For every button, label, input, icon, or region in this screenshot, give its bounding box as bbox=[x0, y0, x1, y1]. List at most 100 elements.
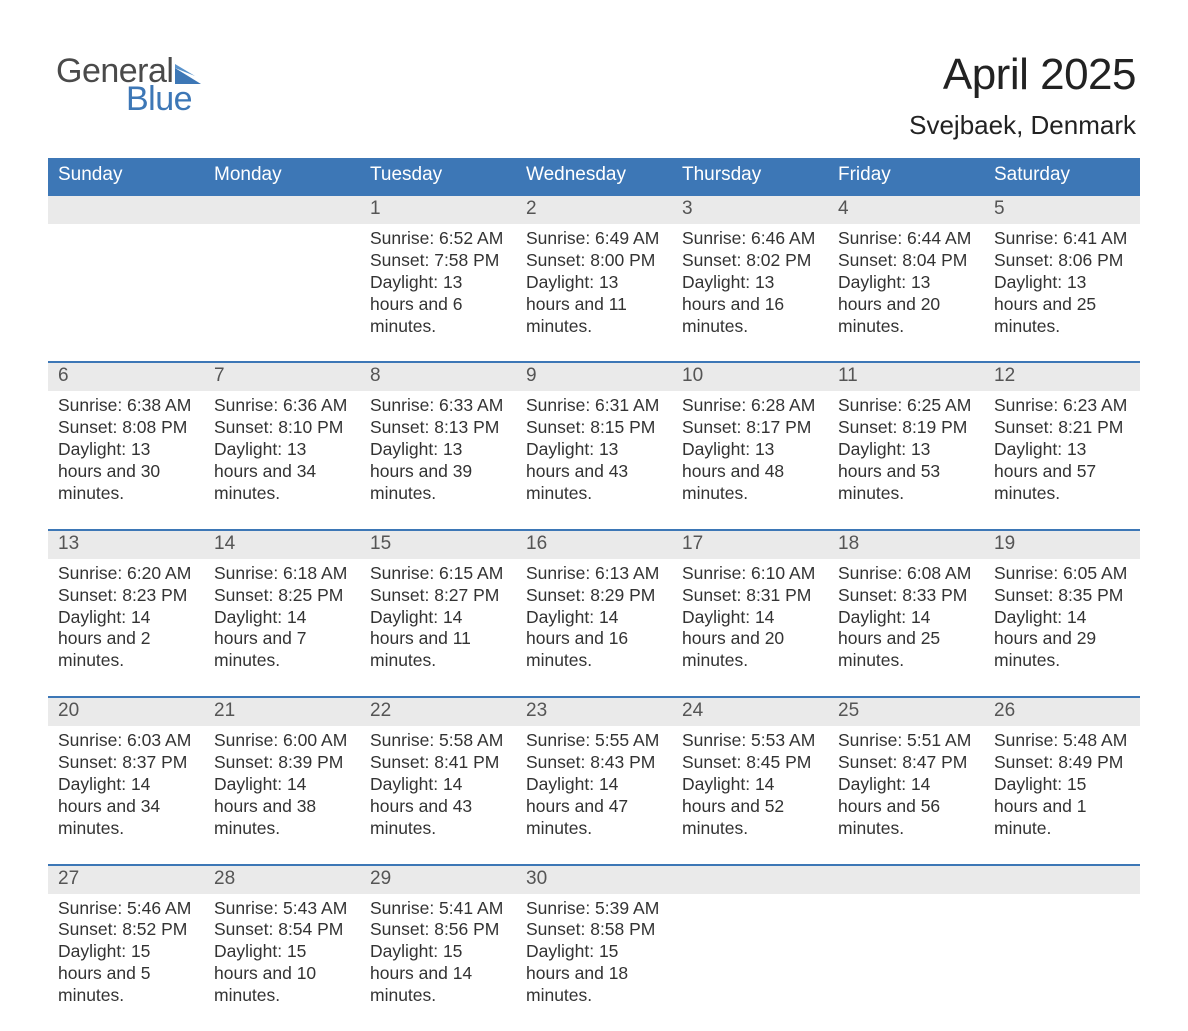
sunset-text: Sunset: 8:08 PM bbox=[58, 417, 194, 439]
day-number bbox=[204, 196, 360, 224]
weeks-container: 12345Sunrise: 6:52 AMSunset: 7:58 PMDayl… bbox=[48, 194, 1140, 1031]
day-number: 21 bbox=[204, 698, 360, 726]
day-content: Sunrise: 6:52 AMSunset: 7:58 PMDaylight:… bbox=[360, 224, 516, 361]
day-content: Sunrise: 5:51 AMSunset: 8:47 PMDaylight:… bbox=[828, 726, 984, 863]
daylight-text: Daylight: 14 hours and 29 minutes. bbox=[994, 607, 1130, 673]
sunset-text: Sunset: 8:04 PM bbox=[838, 250, 974, 272]
sunset-text: Sunset: 8:17 PM bbox=[682, 417, 818, 439]
sunset-text: Sunset: 8:37 PM bbox=[58, 752, 194, 774]
day-content: Sunrise: 5:43 AMSunset: 8:54 PMDaylight:… bbox=[204, 894, 360, 1031]
daylight-text: Daylight: 13 hours and 34 minutes. bbox=[214, 439, 350, 505]
sunset-text: Sunset: 8:00 PM bbox=[526, 250, 662, 272]
sunset-text: Sunset: 8:35 PM bbox=[994, 585, 1130, 607]
daylight-text: Daylight: 15 hours and 1 minute. bbox=[994, 774, 1130, 840]
daylight-text: Daylight: 14 hours and 7 minutes. bbox=[214, 607, 350, 673]
daylight-text: Daylight: 14 hours and 2 minutes. bbox=[58, 607, 194, 673]
daylight-text: Daylight: 14 hours and 47 minutes. bbox=[526, 774, 662, 840]
daycontent-row: Sunrise: 6:20 AMSunset: 8:23 PMDaylight:… bbox=[48, 559, 1140, 696]
day-number: 27 bbox=[48, 866, 204, 894]
daynum-row: 13141516171819 bbox=[48, 531, 1140, 559]
sunrise-text: Sunrise: 6:03 AM bbox=[58, 730, 194, 752]
daylight-text: Daylight: 14 hours and 38 minutes. bbox=[214, 774, 350, 840]
day-content: Sunrise: 6:05 AMSunset: 8:35 PMDaylight:… bbox=[984, 559, 1140, 696]
sunset-text: Sunset: 8:06 PM bbox=[994, 250, 1130, 272]
week-row: 6789101112Sunrise: 6:38 AMSunset: 8:08 P… bbox=[48, 361, 1140, 528]
sunset-text: Sunset: 8:23 PM bbox=[58, 585, 194, 607]
day-number: 13 bbox=[48, 531, 204, 559]
sunrise-text: Sunrise: 6:41 AM bbox=[994, 228, 1130, 250]
sunrise-text: Sunrise: 6:18 AM bbox=[214, 563, 350, 585]
daylight-text: Daylight: 14 hours and 20 minutes. bbox=[682, 607, 818, 673]
day-content: Sunrise: 6:23 AMSunset: 8:21 PMDaylight:… bbox=[984, 391, 1140, 528]
week-row: 13141516171819Sunrise: 6:20 AMSunset: 8:… bbox=[48, 529, 1140, 696]
daylight-text: Daylight: 14 hours and 52 minutes. bbox=[682, 774, 818, 840]
col-header-tuesday: Tuesday bbox=[360, 158, 516, 194]
daylight-text: Daylight: 15 hours and 5 minutes. bbox=[58, 941, 194, 1007]
day-content: Sunrise: 6:33 AMSunset: 8:13 PMDaylight:… bbox=[360, 391, 516, 528]
sunset-text: Sunset: 8:58 PM bbox=[526, 919, 662, 941]
sunrise-text: Sunrise: 6:05 AM bbox=[994, 563, 1130, 585]
sunrise-text: Sunrise: 6:36 AM bbox=[214, 395, 350, 417]
sunset-text: Sunset: 8:10 PM bbox=[214, 417, 350, 439]
day-content bbox=[672, 894, 828, 1031]
day-number: 17 bbox=[672, 531, 828, 559]
sunrise-text: Sunrise: 5:39 AM bbox=[526, 898, 662, 920]
day-content: Sunrise: 6:41 AMSunset: 8:06 PMDaylight:… bbox=[984, 224, 1140, 361]
sunrise-text: Sunrise: 6:28 AM bbox=[682, 395, 818, 417]
daylight-text: Daylight: 13 hours and 53 minutes. bbox=[838, 439, 974, 505]
sunrise-text: Sunrise: 5:41 AM bbox=[370, 898, 506, 920]
day-content: Sunrise: 6:10 AMSunset: 8:31 PMDaylight:… bbox=[672, 559, 828, 696]
sunset-text: Sunset: 7:58 PM bbox=[370, 250, 506, 272]
sunrise-text: Sunrise: 6:00 AM bbox=[214, 730, 350, 752]
day-number: 22 bbox=[360, 698, 516, 726]
sunrise-text: Sunrise: 6:13 AM bbox=[526, 563, 662, 585]
sunrise-text: Sunrise: 5:51 AM bbox=[838, 730, 974, 752]
sunset-text: Sunset: 8:49 PM bbox=[994, 752, 1130, 774]
week-row: 27282930Sunrise: 5:46 AMSunset: 8:52 PMD… bbox=[48, 864, 1140, 1031]
sunset-text: Sunset: 8:47 PM bbox=[838, 752, 974, 774]
day-content: Sunrise: 6:08 AMSunset: 8:33 PMDaylight:… bbox=[828, 559, 984, 696]
daylight-text: Daylight: 13 hours and 43 minutes. bbox=[526, 439, 662, 505]
day-content: Sunrise: 5:58 AMSunset: 8:41 PMDaylight:… bbox=[360, 726, 516, 863]
daylight-text: Daylight: 14 hours and 56 minutes. bbox=[838, 774, 974, 840]
sunset-text: Sunset: 8:33 PM bbox=[838, 585, 974, 607]
daylight-text: Daylight: 13 hours and 11 minutes. bbox=[526, 272, 662, 338]
sunrise-text: Sunrise: 5:55 AM bbox=[526, 730, 662, 752]
day-content: Sunrise: 6:46 AMSunset: 8:02 PMDaylight:… bbox=[672, 224, 828, 361]
day-content: Sunrise: 6:31 AMSunset: 8:15 PMDaylight:… bbox=[516, 391, 672, 528]
title-block: April 2025 Svejbaek, Denmark bbox=[909, 50, 1136, 141]
sunrise-text: Sunrise: 5:43 AM bbox=[214, 898, 350, 920]
day-content: Sunrise: 5:46 AMSunset: 8:52 PMDaylight:… bbox=[48, 894, 204, 1031]
sunrise-text: Sunrise: 6:10 AM bbox=[682, 563, 818, 585]
day-number: 28 bbox=[204, 866, 360, 894]
day-number: 4 bbox=[828, 196, 984, 224]
daylight-text: Daylight: 14 hours and 43 minutes. bbox=[370, 774, 506, 840]
day-number: 25 bbox=[828, 698, 984, 726]
sunset-text: Sunset: 8:13 PM bbox=[370, 417, 506, 439]
day-number: 26 bbox=[984, 698, 1140, 726]
sunrise-text: Sunrise: 6:20 AM bbox=[58, 563, 194, 585]
day-number: 12 bbox=[984, 363, 1140, 391]
day-number: 11 bbox=[828, 363, 984, 391]
day-number bbox=[48, 196, 204, 224]
day-content: Sunrise: 6:49 AMSunset: 8:00 PMDaylight:… bbox=[516, 224, 672, 361]
col-header-sunday: Sunday bbox=[48, 158, 204, 194]
day-content: Sunrise: 6:25 AMSunset: 8:19 PMDaylight:… bbox=[828, 391, 984, 528]
day-content: Sunrise: 6:28 AMSunset: 8:17 PMDaylight:… bbox=[672, 391, 828, 528]
col-header-wednesday: Wednesday bbox=[516, 158, 672, 194]
day-content: Sunrise: 5:39 AMSunset: 8:58 PMDaylight:… bbox=[516, 894, 672, 1031]
daylight-text: Daylight: 13 hours and 39 minutes. bbox=[370, 439, 506, 505]
day-content bbox=[984, 894, 1140, 1031]
sunrise-text: Sunrise: 5:48 AM bbox=[994, 730, 1130, 752]
day-number bbox=[828, 866, 984, 894]
day-number bbox=[672, 866, 828, 894]
sunrise-text: Sunrise: 6:46 AM bbox=[682, 228, 818, 250]
daylight-text: Daylight: 13 hours and 20 minutes. bbox=[838, 272, 974, 338]
day-number: 6 bbox=[48, 363, 204, 391]
daynum-row: 12345 bbox=[48, 196, 1140, 224]
sunrise-text: Sunrise: 6:15 AM bbox=[370, 563, 506, 585]
day-content: Sunrise: 6:44 AMSunset: 8:04 PMDaylight:… bbox=[828, 224, 984, 361]
day-number: 14 bbox=[204, 531, 360, 559]
day-content: Sunrise: 6:38 AMSunset: 8:08 PMDaylight:… bbox=[48, 391, 204, 528]
logo-word-blue: Blue bbox=[126, 82, 201, 116]
